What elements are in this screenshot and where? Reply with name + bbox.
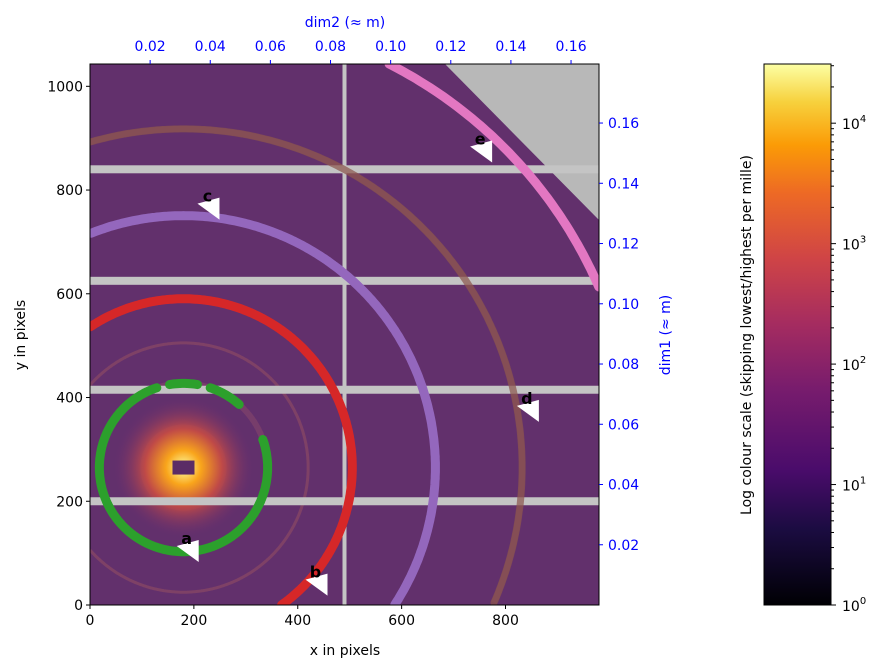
top-tick-label: 0.12 [435,39,466,55]
right-tick-label: 0.10 [608,297,639,313]
control-point-ring [90,125,526,605]
annotation-label: a [181,529,192,548]
x-tick-label: 600 [388,613,415,629]
right-tick-label: 0.04 [608,478,639,494]
x-tick-label: 800 [492,613,519,629]
right-tick-label: 0.06 [608,417,639,433]
tick-base: 10 [842,358,860,374]
annotation-c: c [197,187,220,220]
tick-base: 10 [842,238,860,254]
colorbar-tick-label: 100 [842,596,866,615]
x-tick-label: 200 [181,613,208,629]
annotation-label: e [475,130,486,149]
tick-base: 10 [842,117,860,133]
annotation-label: d [521,389,532,408]
y-tick-label: 800 [56,183,83,199]
tick-base: 10 [842,599,860,615]
tick-exponent: 1 [860,476,866,487]
right-tick-label: 0.12 [608,237,639,253]
tick-exponent: 2 [860,355,866,366]
colorbar-tick-label: 103 [842,235,866,254]
tick-base: 10 [842,479,860,495]
diffraction-ring [90,341,310,594]
right-tick-label: 0.02 [608,538,639,554]
right-tick-label: 0.16 [608,116,639,132]
top-axis-label: dim2 (≈ m) [305,15,386,31]
colorbar-tick-label: 101 [842,476,866,495]
annotation-arrow-icon [197,197,220,220]
annotation-label: c [203,187,212,206]
x-axis-label: x in pixels [310,643,380,659]
top-tick-label: 0.08 [315,39,346,55]
annotation-arrow-icon [305,573,328,596]
top-tick-label: 0.16 [555,39,586,55]
top-tick-label: 0.04 [195,39,226,55]
annotation-e: e [470,130,493,163]
detector-gap-column [342,64,347,605]
annotation-d: d [516,389,539,422]
control-point-ring [94,378,273,557]
masked-region [445,64,599,220]
y-tick-label: 400 [56,391,83,407]
x-tick-label: 400 [284,613,311,629]
colorbar-tick-label: 102 [842,355,866,374]
colorbar-tick-label: 104 [842,114,866,133]
top-tick-label: 0.14 [495,39,526,55]
tick-exponent: 4 [860,114,866,125]
control-point-ring [90,294,357,605]
y-tick-label: 0 [74,598,83,614]
control-point-ring [90,211,440,605]
control-point-ring [384,64,599,292]
annotation-arrow-icon [470,140,493,163]
right-tick-label: 0.14 [608,176,639,192]
plot-frame [89,63,600,606]
y-axis-label: y in pixels [13,300,29,370]
top-tick-label: 0.10 [375,39,406,55]
annotation-arrow-icon [516,399,539,422]
y-tick-label: 600 [56,287,83,303]
x-tick-label: 0 [86,613,95,629]
annotation-b: b [305,563,328,596]
right-tick-label: 0.08 [608,357,639,373]
annotation-a: a [176,529,199,562]
right-axis-label: dim1 (≈ m) [658,295,674,376]
y-tick-label: 1000 [47,79,83,95]
top-tick-label: 0.02 [135,39,166,55]
annotation-arrow-icon [176,539,199,562]
detector-image: a b c d e [90,64,599,605]
tick-exponent: 3 [860,235,866,246]
beam-stop [172,460,195,475]
top-tick-label: 0.06 [255,39,286,55]
annotation-label: b [310,563,321,582]
colorbar [763,63,832,606]
colorbar-label: Log colour scale (skipping lowest/highes… [739,155,755,515]
y-tick-label: 200 [56,494,83,510]
tick-exponent: 0 [860,596,866,607]
